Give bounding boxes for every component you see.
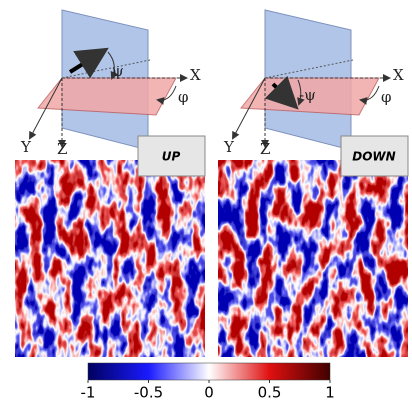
z-axis-label: Z xyxy=(260,140,270,158)
tick-label: 1 xyxy=(325,384,335,401)
tick-label: 0 xyxy=(204,384,214,401)
colorbar: -1 -0.5 0 0.5 1 xyxy=(81,363,335,401)
azimuth-label: φ xyxy=(178,88,189,106)
tilt-label: ψ xyxy=(112,62,124,80)
tilt-label: -ψ xyxy=(299,86,316,104)
tick-label: 0.5 xyxy=(258,384,282,401)
colorbar-gradient xyxy=(88,363,330,380)
x-axis-label: X xyxy=(393,66,404,84)
x-axis-label: X xyxy=(190,66,201,84)
y-axis-label: Y xyxy=(20,138,32,156)
azimuth-label: φ xyxy=(381,88,392,106)
panel: ψ φX Y Z UP xyxy=(15,10,205,357)
heatmap xyxy=(218,160,408,357)
panel: -ψ φX Y Z DOWN xyxy=(218,10,408,357)
panel-label: DOWN xyxy=(352,150,395,164)
y-axis-label: Y xyxy=(223,138,235,156)
panel-label: UP xyxy=(162,150,181,164)
z-axis-label: Z xyxy=(57,140,67,158)
tick-label: -1 xyxy=(81,384,96,401)
tick-label: -0.5 xyxy=(134,384,163,401)
figure: ψφXYZUP-ψφXYZDOWN -1-0.500.51 xyxy=(0,0,412,401)
heatmap xyxy=(15,160,205,357)
